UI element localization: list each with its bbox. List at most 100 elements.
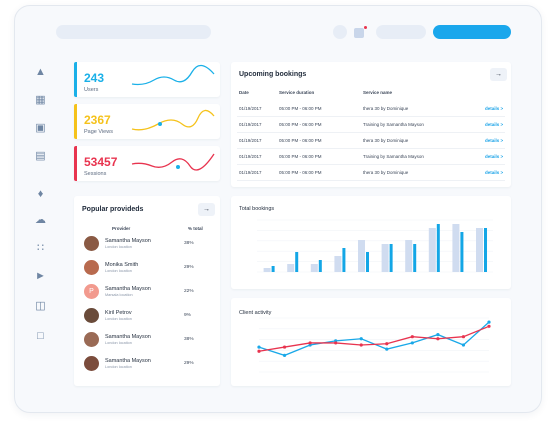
booking-date: 01/19/2017 (239, 154, 262, 159)
bar (271, 266, 275, 272)
bar (476, 228, 484, 272)
message-icon[interactable] (354, 28, 364, 38)
avatar[interactable] (84, 260, 99, 275)
data-point (359, 337, 363, 341)
bookings-more-button[interactable]: → (490, 68, 507, 81)
bar (381, 244, 389, 272)
bar (334, 256, 342, 272)
bar (436, 224, 440, 272)
booking-details-link[interactable]: details > (485, 122, 504, 127)
provider-location: London location (105, 317, 132, 321)
popular-providers-card: Popular provideds → Provider % total Sam… (74, 196, 220, 386)
search-bar[interactable] (56, 25, 211, 39)
list-icon[interactable]: ▤ (35, 150, 46, 162)
provider-location: London location (105, 341, 132, 345)
cloud-icon[interactable]: ☁ (35, 214, 46, 226)
stat-card-users[interactable]: 243 Users (74, 62, 220, 97)
user-menu[interactable] (376, 25, 426, 39)
provider-name[interactable]: Kiril Petrov (105, 310, 132, 316)
documents-icon[interactable]: ▦ (35, 94, 46, 106)
bar (310, 264, 318, 272)
notification-button[interactable] (333, 25, 347, 39)
megaphone-icon[interactable]: ► (35, 270, 46, 282)
notification-dot (364, 26, 367, 29)
sparkline-sessions (131, 153, 215, 171)
row-divider (237, 132, 505, 133)
primary-action-button[interactable] (433, 25, 511, 39)
provider-name[interactable]: Samantha Mayson (105, 238, 151, 244)
stat-card-sessions[interactable]: 53457 Sessions (74, 146, 220, 181)
provider-location: London location (105, 365, 132, 369)
stat-card-page-views[interactable]: 2367 Page Views (74, 104, 220, 139)
provider-percent: 38% (184, 337, 194, 342)
booking-date: 01/19/2017 (239, 122, 262, 127)
bank-icon[interactable]: ▲ (35, 66, 46, 78)
data-point (487, 320, 491, 324)
provider-name[interactable]: Samantha Mayson (105, 334, 151, 340)
provider-location: Marsala location (105, 293, 133, 297)
sparkline-page-views (131, 109, 215, 131)
booking-details-link[interactable]: details > (485, 170, 504, 175)
provider-name[interactable]: Monika Smith (105, 262, 139, 268)
data-point (436, 337, 440, 341)
total-bookings-card: Total bookings (231, 196, 511, 289)
media-icon[interactable]: ◫ (35, 300, 46, 312)
stat-value: 53457 (84, 155, 118, 169)
provider-location: London location (105, 269, 132, 273)
chart-title: Client activity (239, 310, 272, 316)
grid-icon[interactable]: ∷ (37, 242, 44, 254)
series-line (258, 325, 490, 352)
data-point (359, 343, 363, 347)
avatar[interactable] (84, 356, 99, 371)
booking-details-link[interactable]: details > (485, 138, 504, 143)
data-point (487, 324, 491, 328)
stat-accent (74, 104, 77, 139)
row-divider (237, 148, 505, 149)
column-header: Service name (363, 90, 393, 95)
data-point (308, 341, 312, 345)
sparkline-users (131, 64, 215, 86)
bar (389, 244, 393, 272)
row-divider (237, 164, 505, 165)
row-divider (237, 180, 505, 181)
card-title: Popular provideds (82, 206, 144, 213)
data-point (282, 353, 287, 357)
data-point (257, 349, 261, 353)
booking-details-link[interactable]: details > (485, 154, 504, 159)
chart-title: Total bookings (239, 206, 275, 212)
tooth-icon[interactable]: ♦ (37, 188, 44, 200)
booking-details-link[interactable]: details > (485, 106, 504, 111)
column-header: Service duration (279, 90, 315, 95)
provider-percent: 29% (184, 361, 194, 366)
provider-name[interactable]: Samantha Mayson (105, 358, 151, 364)
data-point (257, 345, 261, 349)
providers-more-button[interactable]: → (198, 203, 215, 216)
provider-name[interactable]: Samantha Mayson (105, 286, 151, 292)
chat-icon[interactable]: □ (37, 330, 44, 342)
avatar[interactable] (84, 308, 99, 323)
booking-duration: 05:00 PM - 06:00 PM (279, 154, 322, 159)
upcoming-bookings-card: Upcoming bookings → Date Service duratio… (231, 62, 511, 187)
bar (460, 232, 464, 272)
bar (318, 260, 322, 272)
booking-service: thera 30 by Dominique (363, 138, 409, 143)
data-point (436, 333, 440, 337)
booking-duration: 05:00 PM - 06:00 PM (279, 122, 322, 127)
bar (295, 252, 299, 272)
data-point (461, 343, 466, 347)
bar (263, 268, 271, 272)
avatar[interactable] (84, 236, 99, 251)
booking-date: 01/19/2017 (239, 106, 262, 111)
card-title: Upcoming bookings (239, 71, 307, 78)
avatar[interactable] (84, 332, 99, 347)
booking-duration: 05:00 PM - 06:00 PM (279, 138, 322, 143)
column-header: Date (239, 90, 249, 95)
line-chart (257, 317, 491, 373)
image-icon[interactable]: ▣ (35, 122, 46, 134)
booking-duration: 05:00 PM - 06:00 PM (279, 106, 322, 111)
bar-chart (257, 219, 493, 273)
booking-service: Training by Samantha Mayson (363, 154, 424, 159)
stat-accent (74, 146, 77, 181)
bar (366, 252, 370, 272)
avatar[interactable]: P (84, 284, 99, 299)
